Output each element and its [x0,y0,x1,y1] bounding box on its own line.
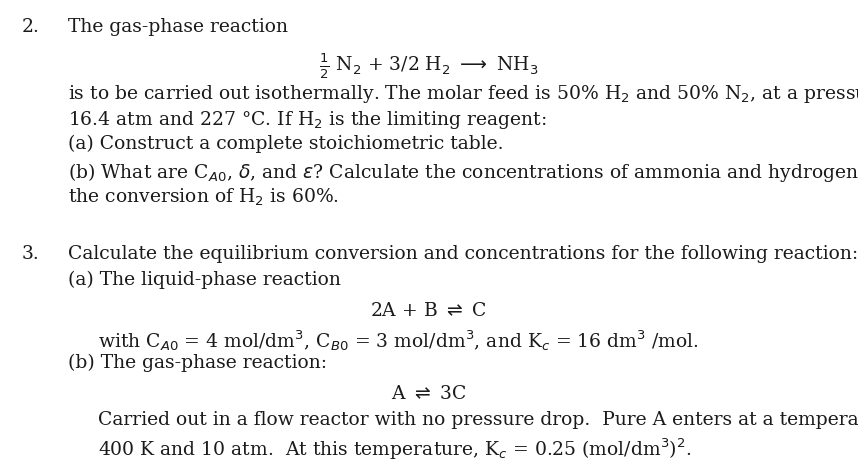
Text: 2.: 2. [22,18,39,36]
Text: with C$_{A0}$ = 4 mol/dm$^3$, C$_{B0}$ = 3 mol/dm$^3$, and K$_c$ = 16 dm$^3$ /mo: with C$_{A0}$ = 4 mol/dm$^3$, C$_{B0}$ =… [98,327,699,352]
Text: (b) What are C$_{A0}$, $\delta$, and $\varepsilon$? Calculate the concentrations: (b) What are C$_{A0}$, $\delta$, and $\v… [68,161,858,184]
Text: The gas-phase reaction: The gas-phase reaction [68,18,288,36]
Text: 16.4 atm and 227 °C. If H$_2$ is the limiting reagent:: 16.4 atm and 227 °C. If H$_2$ is the lim… [68,109,547,131]
Text: $\frac{1}{2}$ N$_2$ + 3/2 H$_2$ $\longrightarrow$ NH$_3$: $\frac{1}{2}$ N$_2$ + 3/2 H$_2$ $\longri… [319,52,539,81]
Text: (a) Construct a complete stoichiometric table.: (a) Construct a complete stoichiometric … [68,135,504,153]
Text: A $\rightleftharpoons$ 3C: A $\rightleftharpoons$ 3C [391,384,467,402]
Text: (b) The gas-phase reaction:: (b) The gas-phase reaction: [68,353,327,371]
Text: Calculate the equilibrium conversion and concentrations for the following reacti: Calculate the equilibrium conversion and… [68,245,858,262]
Text: 400 K and 10 atm.  At this temperature, K$_c$ = 0.25 (mol/dm$^3$)$^2$.: 400 K and 10 atm. At this temperature, K… [98,436,692,462]
Text: 3.: 3. [22,245,39,262]
Text: the conversion of H$_2$ is 60%.: the conversion of H$_2$ is 60%. [68,187,339,208]
Text: 2A + B $\rightleftharpoons$ C: 2A + B $\rightleftharpoons$ C [371,301,487,319]
Text: Carried out in a flow reactor with no pressure drop.  Pure A enters at a tempera: Carried out in a flow reactor with no pr… [98,410,858,428]
Text: (a) The liquid-phase reaction: (a) The liquid-phase reaction [68,270,341,288]
Text: is to be carried out isothermally. The molar feed is 50% H$_2$ and 50% N$_2$, at: is to be carried out isothermally. The m… [68,83,858,105]
